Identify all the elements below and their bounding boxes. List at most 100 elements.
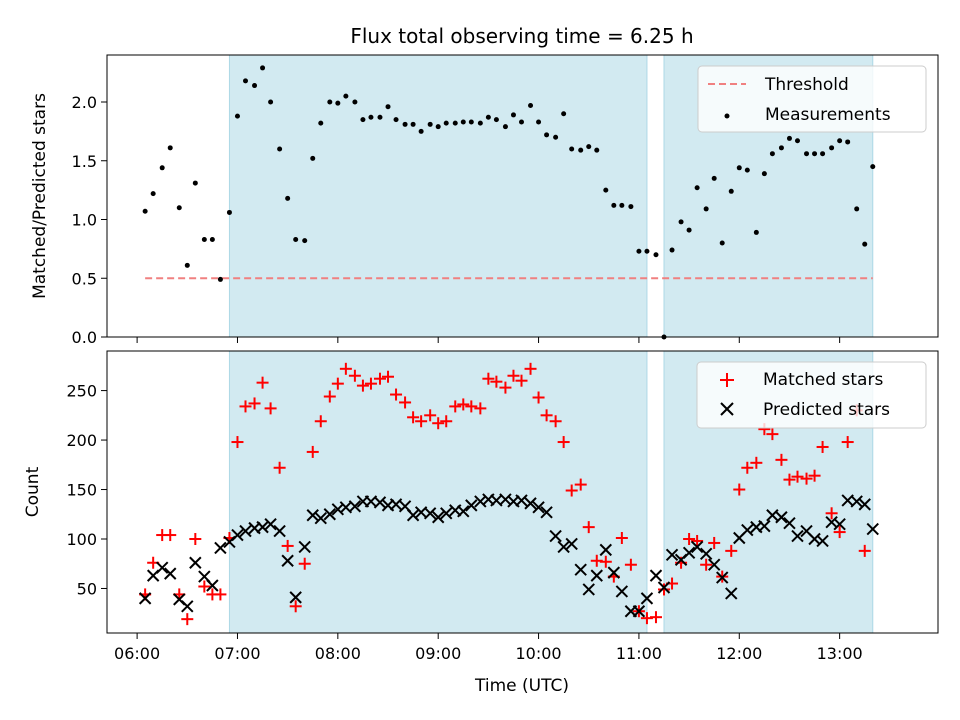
predicted-star-point — [590, 569, 603, 582]
predicted-star-point — [716, 571, 729, 584]
matched-star-point — [624, 558, 637, 571]
measurement-point — [703, 206, 709, 212]
measurement-point — [377, 114, 383, 120]
measurement-point — [302, 238, 308, 244]
matched-star-point — [582, 521, 595, 534]
measurement-point — [536, 119, 542, 125]
matched-star-point — [532, 391, 545, 404]
y-tick-label: 250 — [66, 382, 97, 401]
predicted-star-point — [599, 543, 613, 557]
y-tick-label: 100 — [66, 530, 97, 549]
bottom-y-ticks: 50 100 150 200 250 — [66, 382, 107, 598]
matched-star-point — [382, 370, 395, 383]
y-tick-label: 0.0 — [72, 328, 97, 347]
bottom-legend-box — [696, 361, 927, 429]
predicted-star-point — [816, 534, 829, 548]
measurement-point — [502, 124, 508, 130]
matched-star-point — [725, 544, 738, 557]
predicted-star-point — [565, 537, 578, 551]
measurement-point — [352, 99, 358, 105]
matched-star-point — [599, 555, 612, 568]
measurement-point — [761, 171, 767, 177]
shaded-interval — [228, 54, 648, 338]
predicted-star-point — [791, 529, 804, 543]
x-tick-label: 13:00 — [817, 644, 863, 663]
predicted-star-point — [515, 494, 528, 507]
predicted-star-point — [615, 585, 629, 598]
measurement-point — [393, 117, 399, 123]
measurement-point — [778, 145, 784, 151]
shaded-interval — [228, 350, 648, 634]
bottom-legend: Matched stars Predicted stars — [696, 361, 927, 429]
predicted-star-point — [532, 501, 545, 514]
y-tick-label: 0.5 — [72, 269, 97, 288]
matched-star-point — [775, 453, 788, 466]
measurement-point — [603, 187, 609, 193]
matched-star-point — [189, 533, 202, 545]
measurement-point — [468, 119, 474, 125]
matched-star-point — [239, 400, 252, 413]
measurement-point — [628, 204, 634, 210]
predicted-star-point — [741, 523, 754, 537]
x-axis-label: Time (UTC) — [474, 676, 569, 696]
predicted-star-point — [273, 524, 286, 538]
predicted-star-point — [725, 587, 738, 600]
matched-star-point — [214, 588, 227, 601]
measurement-point — [435, 124, 441, 130]
predicted-star-point — [657, 581, 671, 594]
matched-star-point — [615, 532, 628, 545]
predicted-star-point — [323, 508, 337, 521]
measurement-point — [176, 205, 182, 211]
measurement-point — [192, 180, 198, 186]
measurement-point — [167, 145, 173, 151]
legend-matched-label: Matched stars — [763, 370, 883, 390]
matched-star-point — [348, 369, 361, 382]
predicted-star-point — [348, 500, 362, 513]
top-axes-frame — [106, 54, 939, 338]
predicted-star-point — [607, 566, 621, 579]
matched-star-point — [791, 470, 804, 483]
measurement-point — [142, 208, 148, 214]
measurement-point — [277, 146, 283, 152]
top-y-axis-label: Matched/Predicted stars — [30, 93, 50, 299]
predicted-star-point — [306, 509, 319, 522]
measurement-point — [318, 120, 324, 126]
measurement-point — [293, 236, 299, 242]
x-tick-label: 10:00 — [516, 644, 562, 663]
matched-star-point — [281, 539, 294, 552]
measurement-point — [669, 247, 675, 253]
predicted-star-point — [214, 541, 227, 555]
matched-star-point — [691, 534, 704, 547]
matched-star-point — [231, 436, 244, 449]
measurement-point — [443, 120, 449, 126]
measurement-point — [569, 146, 575, 152]
matched-star-point — [298, 557, 311, 570]
matched-star-point — [708, 536, 721, 549]
predicted-star-point — [775, 511, 788, 524]
measurement-point — [234, 113, 240, 119]
predicted-star-point — [632, 605, 646, 618]
x-tick-label: 09:00 — [415, 644, 461, 663]
matched-star-point — [557, 436, 570, 449]
predicted-star-point — [549, 529, 562, 543]
measurement-point — [327, 99, 333, 105]
measurement-point — [460, 119, 466, 125]
measurement-point — [410, 121, 416, 127]
legend-predicted-label: Predicted stars — [763, 400, 890, 420]
matched-star-point — [273, 461, 286, 474]
predicted-star-point — [431, 511, 445, 524]
predicted-star-point — [281, 554, 294, 567]
predicted-star-point — [649, 569, 663, 582]
predicted-star-point — [833, 517, 846, 531]
matched-star-point — [800, 472, 813, 485]
measurement-point — [385, 104, 391, 110]
y-tick-label: 200 — [66, 431, 97, 450]
matched-star-point — [264, 402, 277, 415]
predicted-star-point — [524, 497, 537, 510]
measurement-point — [794, 138, 800, 144]
matched-star-point — [833, 526, 846, 539]
predicted-star-point — [783, 516, 796, 530]
measurement-points — [142, 65, 876, 340]
measurement-point — [829, 145, 835, 151]
measurement-point — [217, 276, 223, 282]
